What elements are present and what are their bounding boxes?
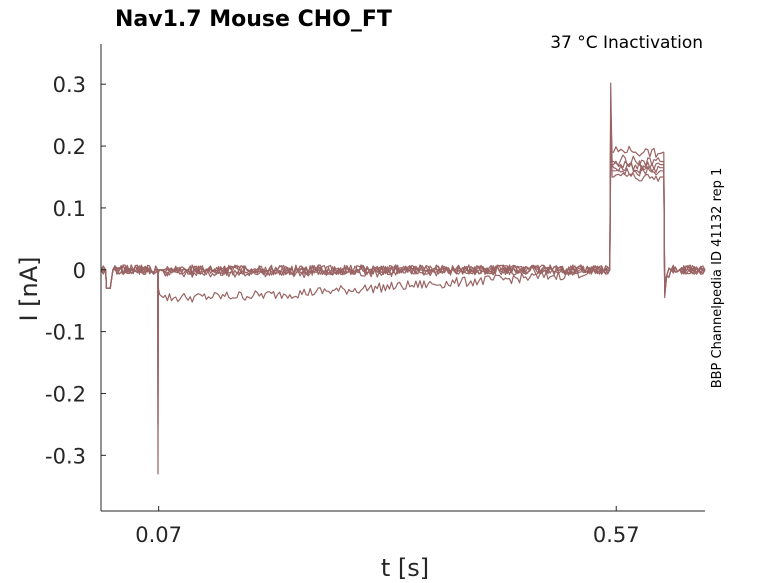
source-label: BBP Channelpedia ID 41132 rep 1 (710, 168, 725, 389)
x-axis-label: t [s] (381, 554, 429, 582)
x-tick-label: 0.57 (593, 523, 640, 547)
y-tick-label: 0 (73, 259, 86, 283)
y-tick-label: -0.3 (45, 444, 86, 468)
y-tick-label: -0.2 (45, 382, 86, 406)
y-axis-label: I [nA] (15, 256, 43, 321)
current-trace-5 (100, 145, 706, 302)
x-ticks: 0.07 0.57 (135, 506, 640, 547)
current-trace-3 (100, 114, 706, 395)
y-ticks: 0.3 0.2 0.1 0 -0.1 -0.2 -0.3 (45, 73, 106, 468)
y-tick-label: 0.2 (53, 135, 86, 159)
y-tick-label: 0.3 (53, 73, 86, 97)
traces (100, 82, 706, 475)
chart-subtitle: 37 °C Inactivation (550, 33, 703, 53)
x-tick-label: 0.07 (135, 523, 182, 547)
chart-title: Nav1.7 Mouse CHO_FT (115, 7, 392, 32)
y-tick-label: -0.1 (45, 321, 86, 345)
current-trace-6 (100, 157, 706, 289)
current-trace-1 (100, 82, 706, 475)
y-tick-label: 0.1 (53, 197, 86, 221)
